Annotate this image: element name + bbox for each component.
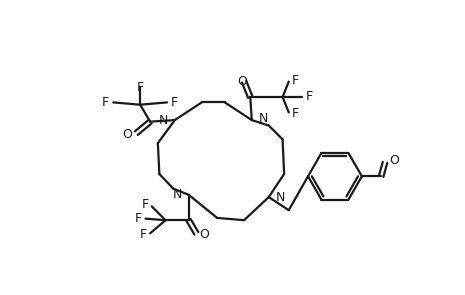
Text: F: F <box>102 96 109 109</box>
Text: O: O <box>122 128 132 141</box>
Text: N: N <box>276 191 285 204</box>
Text: F: F <box>134 212 142 225</box>
Text: N: N <box>159 114 168 127</box>
Text: F: F <box>137 81 144 94</box>
Text: F: F <box>140 228 147 241</box>
Text: N: N <box>173 188 182 201</box>
Text: F: F <box>171 96 178 109</box>
Text: F: F <box>292 107 299 120</box>
Text: F: F <box>292 73 299 86</box>
Text: O: O <box>199 227 209 240</box>
Text: O: O <box>238 76 247 88</box>
Text: O: O <box>390 154 399 167</box>
Text: F: F <box>141 198 149 211</box>
Text: F: F <box>306 91 313 104</box>
Text: N: N <box>259 112 268 125</box>
